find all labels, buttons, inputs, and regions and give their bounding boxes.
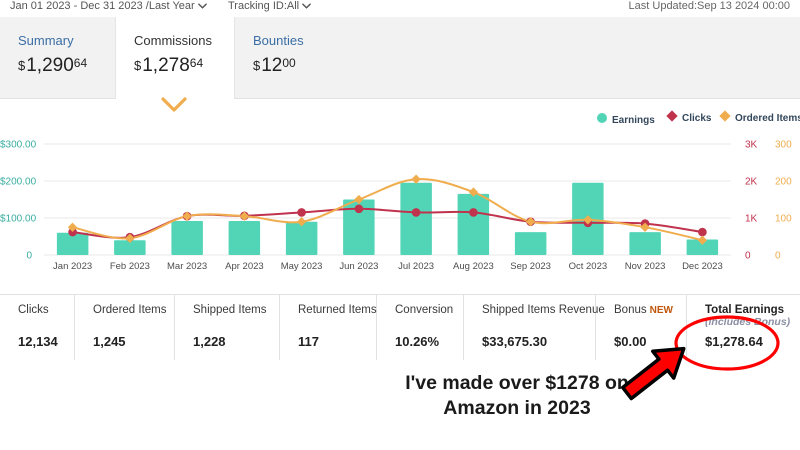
svg-text:$200.00: $200.00 (0, 177, 37, 188)
svg-text:Sep 2023: Sep 2023 (510, 261, 551, 272)
svg-text:0: 0 (26, 251, 32, 262)
svg-text:300: 300 (775, 140, 792, 151)
svg-text:Oct 2023: Oct 2023 (569, 261, 608, 272)
svg-text:May 2023: May 2023 (281, 261, 323, 272)
svg-text:200: 200 (775, 177, 792, 188)
svg-text:$100.00: $100.00 (0, 214, 37, 225)
svg-text:2K: 2K (745, 177, 758, 188)
svg-text:Aug 2023: Aug 2023 (453, 261, 494, 272)
svg-text:$300.00: $300.00 (0, 140, 37, 151)
svg-text:3K: 3K (745, 140, 758, 151)
svg-text:0: 0 (775, 251, 781, 262)
svg-text:100: 100 (775, 214, 792, 225)
svg-text:Jul 2023: Jul 2023 (398, 261, 434, 272)
svg-text:0: 0 (745, 251, 751, 262)
svg-text:Jan 2023: Jan 2023 (53, 261, 92, 272)
svg-text:Dec 2023: Dec 2023 (682, 261, 723, 272)
svg-text:1K: 1K (745, 214, 758, 225)
svg-text:Mar 2023: Mar 2023 (167, 261, 207, 272)
svg-text:Nov 2023: Nov 2023 (625, 261, 666, 272)
svg-text:Apr 2023: Apr 2023 (225, 261, 264, 272)
svg-text:Jun 2023: Jun 2023 (339, 261, 378, 272)
svg-text:Feb 2023: Feb 2023 (110, 261, 150, 272)
